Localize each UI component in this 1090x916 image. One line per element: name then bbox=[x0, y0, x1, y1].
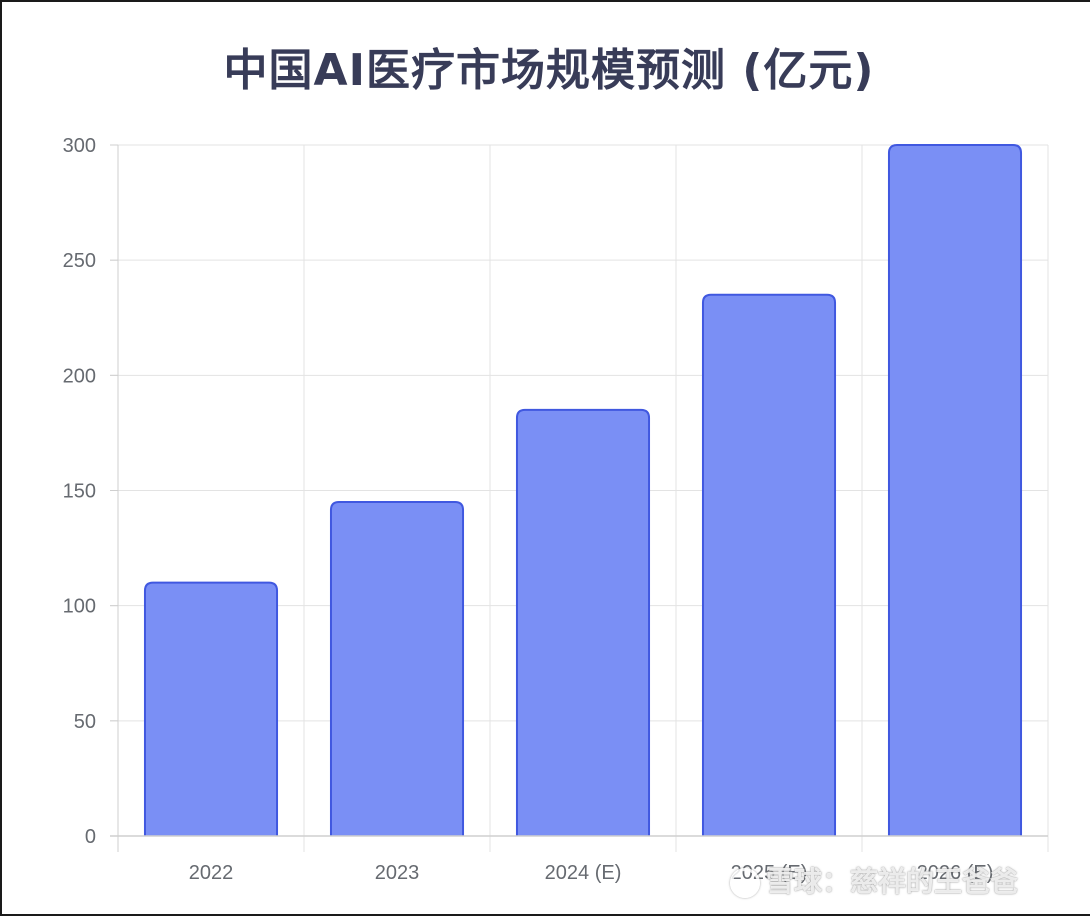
watermark-text: 雪球：慈祥的王爸爸 bbox=[766, 865, 1019, 898]
bar-outline bbox=[515, 408, 651, 836]
bar bbox=[330, 502, 464, 836]
frame-border-top bbox=[0, 0, 1090, 2]
bar bbox=[144, 582, 278, 836]
y-tick-label: 0 bbox=[85, 826, 96, 848]
frame-border-left bbox=[0, 0, 2, 916]
x-tick-label: 2022 bbox=[189, 862, 234, 884]
bar bbox=[888, 145, 1022, 836]
bar bbox=[516, 409, 650, 836]
x-tick-label: 2026 (E) bbox=[917, 862, 994, 884]
bar-outline bbox=[329, 501, 465, 836]
bar bbox=[702, 294, 836, 836]
snowball-logo-icon bbox=[730, 868, 760, 898]
chart-title: 中国AI医疗市场规模预测 (亿元) bbox=[223, 45, 875, 96]
y-tick-label: 250 bbox=[63, 250, 96, 272]
x-tick-label: 2024 (E) bbox=[545, 862, 622, 884]
y-tick-label: 200 bbox=[63, 365, 96, 387]
x-tick-label: 2023 bbox=[375, 862, 420, 884]
bar-outline bbox=[143, 581, 279, 836]
y-tick-label: 50 bbox=[74, 711, 96, 733]
y-tick-label: 150 bbox=[63, 481, 96, 503]
bar-outline bbox=[701, 293, 837, 836]
bar-outline bbox=[887, 144, 1023, 836]
axes bbox=[110, 144, 1048, 837]
frame-border-bottom bbox=[0, 914, 1090, 916]
y-tick-label: 300 bbox=[63, 135, 96, 157]
watermark: 雪球：慈祥的王爸爸 bbox=[730, 860, 1018, 900]
bars bbox=[143, 144, 1023, 836]
y-tick-label: 100 bbox=[63, 596, 96, 618]
